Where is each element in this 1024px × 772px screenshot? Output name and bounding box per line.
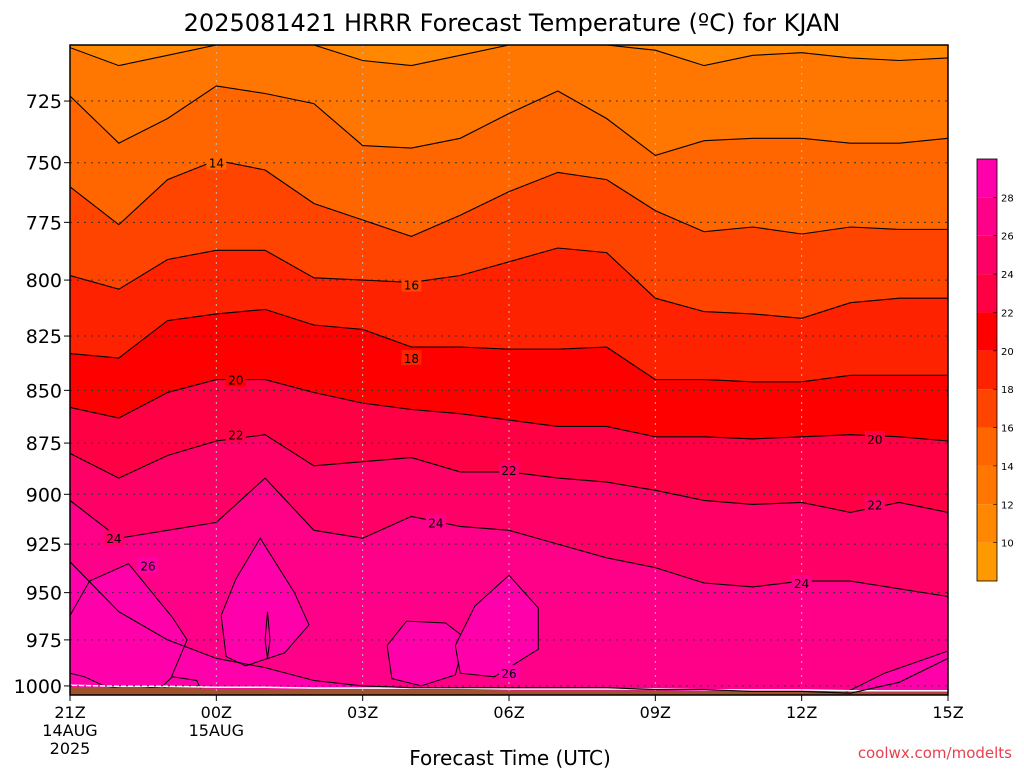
colorbar-segment-7 xyxy=(977,274,997,313)
colorbar-label-26: 26 xyxy=(1001,232,1014,243)
y-tick-label-725: 725 xyxy=(26,91,62,113)
contour-label-extra-1: 24 xyxy=(428,516,443,530)
x-tick-label-15Z: 15Z xyxy=(932,703,963,722)
warm-cell-5 xyxy=(386,620,466,687)
colorbar-segment-3 xyxy=(977,427,997,466)
contour-label-16: 16 xyxy=(404,279,419,293)
x-axis-label: Forecast Time (UTC) xyxy=(409,746,611,768)
contour-label-bg-16 xyxy=(401,276,422,292)
plot-area xyxy=(70,45,948,695)
colorbar-segment-4 xyxy=(977,389,997,428)
colorbar-label-18: 18 xyxy=(1001,385,1014,396)
axes: 725 750 775 800 825 850 875 900 925 950 975 1000 21Z… xyxy=(14,44,964,758)
colorbar-label-12: 12 xyxy=(1001,500,1014,511)
colorbar-frame xyxy=(976,158,998,582)
colorbar-label-14: 14 xyxy=(1001,462,1014,473)
contour-26 xyxy=(70,561,948,694)
contour-label-bg-24 xyxy=(103,530,124,546)
contour-label-bg-18 xyxy=(401,349,422,365)
x-tick-date-00Z: 15AUG xyxy=(189,721,244,740)
colorbar-segment-5 xyxy=(977,350,997,390)
x-tick-year-21Z: 2025 xyxy=(50,739,91,758)
contour-label-14: 14 xyxy=(209,157,224,171)
colorbar-segment-8 xyxy=(977,235,997,275)
y-tick-label-750: 750 xyxy=(26,153,62,175)
contour-label-22: 22 xyxy=(228,429,243,443)
contour-18 xyxy=(70,308,948,383)
contour-label-extra-0: 22 xyxy=(501,464,516,478)
colorbar-segment-0 xyxy=(977,542,997,581)
y-tick-label-875: 875 xyxy=(26,433,62,455)
warm-cell-4 xyxy=(264,611,271,659)
contour-label-extra-6: 26 xyxy=(501,667,516,681)
colorbar-label-24: 24 xyxy=(1001,270,1014,281)
warm-cell-8 xyxy=(840,650,948,695)
contour-label-extra-5: 26 xyxy=(140,560,155,574)
chart-title: 2025081421 HRRR Forecast Temperature (ºC… xyxy=(184,9,841,37)
contour-10 xyxy=(70,45,948,67)
contour-label-24: 24 xyxy=(106,532,121,546)
y-tick-label-900: 900 xyxy=(26,484,62,506)
colorbar-segment-9 xyxy=(977,197,997,236)
x-tick-label-12Z: 12Z xyxy=(786,703,817,722)
contour-label-bg-extra-3 xyxy=(864,496,885,512)
y-tick-label-925: 925 xyxy=(26,534,62,556)
y-tick-label-850: 850 xyxy=(26,380,62,402)
x-tick-label-03Z: 03Z xyxy=(347,703,378,722)
y-tick-label-825: 825 xyxy=(26,326,62,348)
x-tick-label-06Z: 06Z xyxy=(493,703,524,722)
contour-label-20: 20 xyxy=(228,374,243,388)
contour-lines: 14 16 18 20 22 24 22 24 20 22 24 26 26 xyxy=(70,45,948,694)
contour-label-bg-extra-6 xyxy=(499,665,519,681)
contour-label-bg-extra-4 xyxy=(791,575,812,591)
contour-label-bg-20 xyxy=(225,371,246,387)
x-tick-label-21Z: 21Z xyxy=(54,703,85,722)
contour-label-bg-extra-0 xyxy=(499,461,519,477)
x-tick-label-09Z: 09Z xyxy=(640,703,671,722)
colorbar: 10 12 14 16 18 20 22 24 26 28 xyxy=(976,158,1014,582)
colorbar-segment-1 xyxy=(977,504,997,543)
contour-label-extra-3: 22 xyxy=(867,498,882,512)
y-tick-label-1000: 1000 xyxy=(14,676,62,698)
x-tick-label-00Z: 00Z xyxy=(201,703,232,722)
y-tick-label-800: 800 xyxy=(26,270,62,292)
colorbar-label-16: 16 xyxy=(1001,424,1014,435)
colorbar-label-20: 20 xyxy=(1001,347,1014,358)
warm-cell-3 xyxy=(220,537,310,667)
colorbar-label-22: 22 xyxy=(1001,308,1014,319)
y-tick-label-975: 975 xyxy=(26,630,62,652)
contour-12 xyxy=(70,85,948,157)
contour-16 xyxy=(70,247,948,319)
contour-label-extra-4: 24 xyxy=(794,577,809,591)
y-tick-label-775: 775 xyxy=(26,212,62,234)
contour-label-18: 18 xyxy=(404,352,419,366)
warm-cell-6 xyxy=(454,574,539,678)
contour-20 xyxy=(70,379,948,442)
contour-label-bg-extra-1 xyxy=(425,514,446,530)
y-tick-label-950: 950 xyxy=(26,583,62,605)
contour-label-bg-22 xyxy=(225,426,246,442)
colorbar-segment-6 xyxy=(977,312,997,351)
colorbar-label-10: 10 xyxy=(1001,539,1014,550)
contour-label-bg-14 xyxy=(206,154,227,170)
contour-label-bg-extra-2 xyxy=(864,430,885,446)
contour-label-extra-2: 20 xyxy=(867,433,882,447)
contour-label-bg-extra-5 xyxy=(138,557,159,573)
colorbar-segment-2 xyxy=(977,465,997,505)
colorbar-segment-10 xyxy=(977,159,997,198)
credit-text: coolwx.com/modelts xyxy=(858,744,1012,762)
x-tick-date-21Z: 14AUG xyxy=(42,721,97,740)
colorbar-label-28: 28 xyxy=(1001,193,1014,204)
